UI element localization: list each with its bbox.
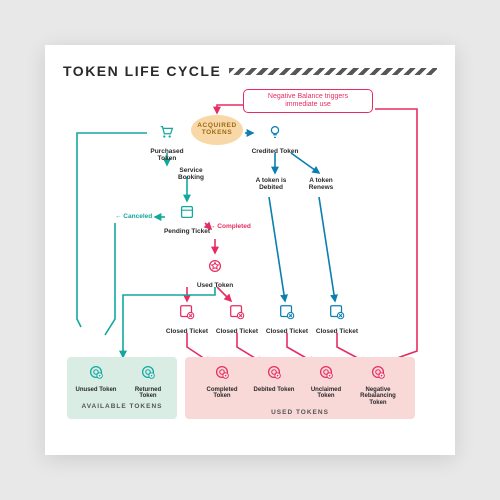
edge xyxy=(291,153,319,173)
node-label: Service Booking xyxy=(167,167,215,181)
bucket-item: Returned Token xyxy=(126,363,170,400)
bucket-item-label: Negative Rebalancing Token xyxy=(356,387,400,406)
coin-icon xyxy=(317,363,335,386)
node-label: Closed Ticket xyxy=(316,328,358,335)
bucket-item: Debited Token xyxy=(252,363,296,406)
coin-icon xyxy=(139,363,157,386)
acquired-tokens-pill: ACQUIRED TOKENS xyxy=(191,115,243,145)
edge xyxy=(269,197,285,301)
node-label: Closed Ticket xyxy=(266,328,308,335)
flowchart-canvas: Negative Balance triggers immediate use … xyxy=(63,85,437,445)
diagram-card: TOKEN LIFE CYCLE Negative Balance trigge… xyxy=(45,45,455,455)
negative-balance-callout: Negative Balance triggers immediate use xyxy=(243,89,373,113)
bucket-item-label: Debited Token xyxy=(254,387,295,393)
bucket-item-label: Returned Token xyxy=(126,387,170,400)
star-icon xyxy=(206,257,224,280)
bucket-items: Unused Token Returned Token xyxy=(67,363,177,400)
node-label: Used Token xyxy=(197,282,233,289)
page-title: TOKEN LIFE CYCLE xyxy=(63,63,221,79)
title-dashes-decoration xyxy=(229,68,437,75)
node-purchased: Purchased Token xyxy=(143,123,191,162)
title-row: TOKEN LIFE CYCLE xyxy=(63,63,437,79)
node-label: A token is Debited xyxy=(247,177,295,191)
bucket-item-label: Unused Token xyxy=(76,387,117,393)
bulb-icon xyxy=(266,123,284,146)
node-pending: Pending Ticket xyxy=(163,203,211,235)
node-closed1: Closed Ticket xyxy=(163,303,211,335)
node-label: Purchased Token xyxy=(143,148,191,162)
node-closed2: Closed Ticket xyxy=(213,303,261,335)
bucket-available: Unused Token Returned Token AVAILABLE TOKE… xyxy=(67,357,177,419)
bucket-title: USED TOKENS xyxy=(271,409,329,416)
node-label: Closed Ticket xyxy=(216,328,258,335)
bucket-item: Unclaimed Token xyxy=(304,363,348,406)
bucket-item: Completed Token xyxy=(200,363,244,406)
ticket-x-icon xyxy=(278,303,296,326)
node-service: Service Booking xyxy=(167,167,215,181)
acquired-label: ACQUIRED TOKENS xyxy=(193,123,241,137)
node-label: A token Renews xyxy=(297,177,345,191)
edge xyxy=(375,109,417,363)
coin-icon xyxy=(265,363,283,386)
coin-icon xyxy=(87,363,105,386)
bucket-item: Negative Rebalancing Token xyxy=(356,363,400,406)
ticket-x-icon xyxy=(328,303,346,326)
ticket-icon xyxy=(178,203,196,226)
node-label: Closed Ticket xyxy=(166,328,208,335)
node-closed3: Closed Ticket xyxy=(263,303,311,335)
cart-icon xyxy=(158,123,176,146)
bucket-item: Unused Token xyxy=(74,363,118,400)
edge xyxy=(319,197,335,301)
node-credited: Credited Token xyxy=(251,123,299,155)
edge xyxy=(217,105,245,113)
bucket-item-label: Completed Token xyxy=(200,387,244,400)
node-label: Pending Ticket xyxy=(164,228,210,235)
bucket-used: Completed Token Debited Token Unclaimed To… xyxy=(185,357,415,419)
node-label: Credited Token xyxy=(252,148,299,155)
node-closed4: Closed Ticket xyxy=(313,303,361,335)
mini-canceled: ← Canceled xyxy=(115,213,152,220)
ticket-x-icon xyxy=(228,303,246,326)
ticket-x-icon xyxy=(178,303,196,326)
bucket-item-label: Unclaimed Token xyxy=(304,387,348,400)
callout-text: Negative Balance triggers immediate use xyxy=(268,93,348,108)
coin-icon xyxy=(213,363,231,386)
node-used: Used Token xyxy=(191,257,239,289)
bucket-items: Completed Token Debited Token Unclaimed To… xyxy=(185,363,415,406)
mini-completed: → Completed xyxy=(209,223,251,230)
edge xyxy=(77,133,147,327)
node-renews_label: A token Renews xyxy=(297,177,345,191)
edge xyxy=(105,223,115,335)
node-debited_label: A token is Debited xyxy=(247,177,295,191)
bucket-title: AVAILABLE TOKENS xyxy=(81,403,162,410)
coin-icon xyxy=(369,363,387,386)
